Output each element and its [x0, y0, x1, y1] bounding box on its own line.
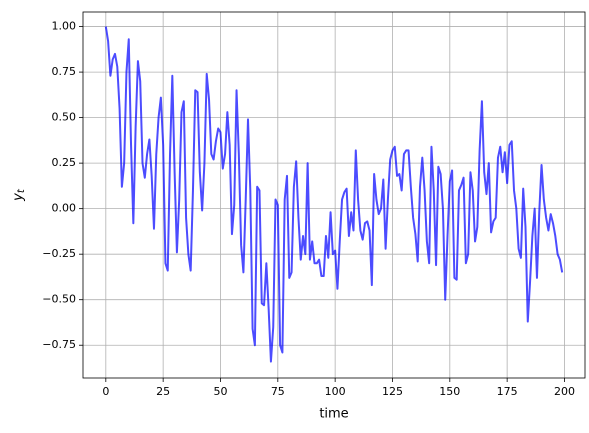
x-axis-label: time	[319, 407, 348, 422]
x-tick-label: 75	[271, 385, 285, 398]
y-tick-label: 0.75	[52, 65, 77, 78]
y-tick-label: −0.75	[42, 338, 76, 351]
y-label-sub: t	[16, 188, 27, 193]
x-tick-label: 125	[382, 385, 403, 398]
y-axis-label: yt	[11, 188, 28, 202]
y-tick-label: 1.00	[52, 20, 77, 33]
y-tick-label: 0.25	[52, 156, 77, 169]
x-tick-label: 175	[497, 385, 518, 398]
y-tick-label: −0.50	[42, 293, 76, 306]
y-label-base: y	[11, 193, 26, 202]
y-tick-label: 0.50	[52, 111, 77, 124]
x-tick-label: 50	[213, 385, 227, 398]
x-tick-label: 0	[102, 385, 109, 398]
x-tick-label: 100	[325, 385, 346, 398]
axes-frame	[82, 11, 586, 379]
plot-area	[83, 12, 585, 378]
y-tick-label: −0.25	[42, 247, 76, 260]
y-tick-label: 0.00	[52, 202, 77, 215]
data-line	[104, 26, 564, 363]
x-tick-label: 25	[156, 385, 170, 398]
x-tick-label: 200	[554, 385, 575, 398]
x-tick-label: 150	[439, 385, 460, 398]
